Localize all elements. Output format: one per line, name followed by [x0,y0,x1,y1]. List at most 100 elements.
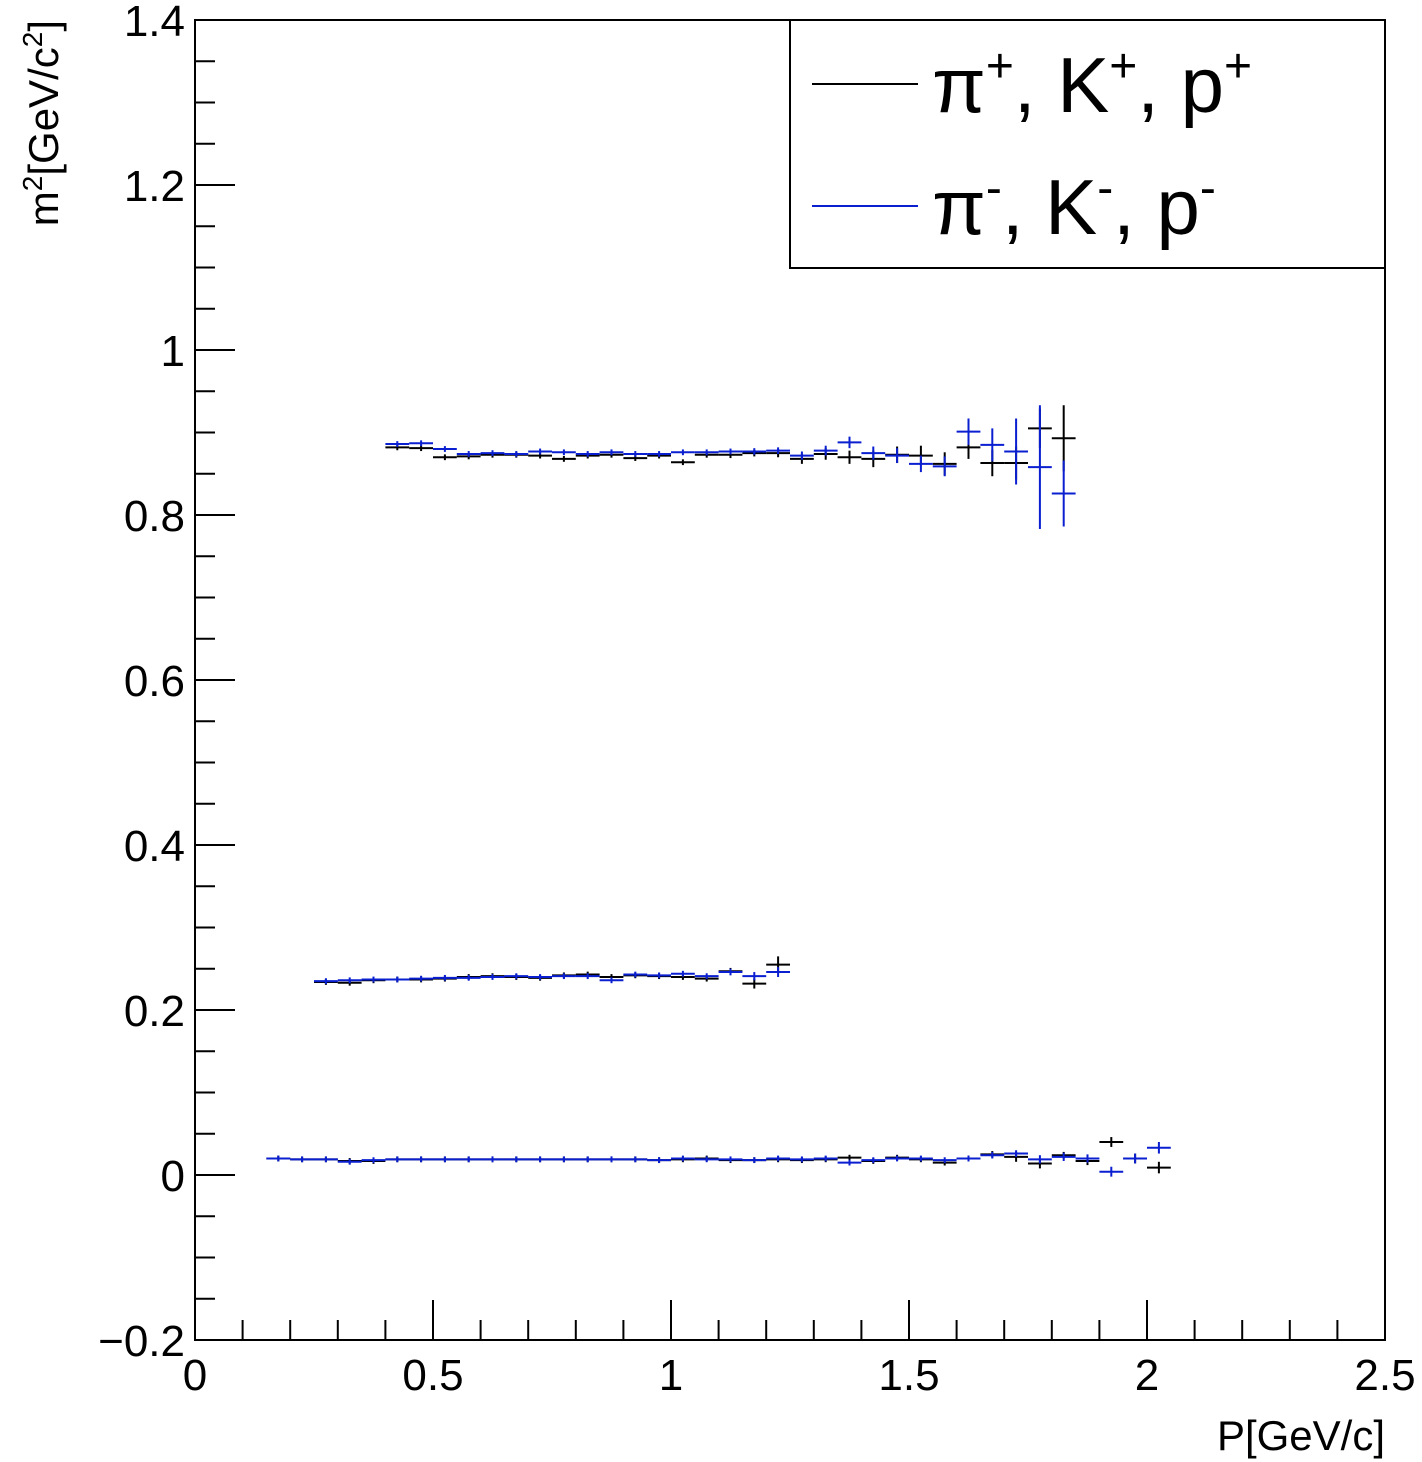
data-point [290,1156,314,1163]
data-point [742,978,767,989]
data-point [837,1159,862,1166]
data-point [552,449,576,456]
legend-box [789,19,1386,269]
y-tick-label: 0.4 [124,822,185,871]
data-point [694,973,719,980]
data-point [742,448,767,455]
x-tick-label: 0 [183,1351,207,1400]
data-point [623,1156,648,1163]
data-point [528,974,552,980]
data-point [1123,1153,1147,1164]
data-marks [266,405,1171,1177]
data-point [837,450,862,464]
data-point [956,1155,981,1162]
data-point [361,976,386,983]
data-point [813,1155,838,1162]
data-point [385,1156,410,1163]
data-point [456,974,481,981]
y-axis-title: m2[GeV/c2] [17,20,67,226]
data-point [766,447,790,454]
x-axis-title: P[GeV/c] [1217,1412,1385,1459]
data-point [671,449,695,456]
x-tick-label: 1.5 [878,1351,939,1400]
data-point [599,449,624,456]
data-point [718,968,743,976]
data-point [575,973,600,980]
data-point [456,451,481,457]
data-point [813,445,838,456]
y-tick-label: 0.6 [124,657,185,706]
data-point [552,456,576,462]
data-point [314,978,338,985]
data-point [837,436,862,449]
x-tick-label: 0.5 [402,1351,463,1400]
data-point [861,1157,886,1164]
data-point [956,418,981,445]
data-point [671,459,695,466]
data-point [266,1155,291,1162]
y-tick-label: 1 [161,327,185,376]
data-point [456,1156,481,1163]
data-point [980,1151,1005,1159]
data-point [647,972,671,979]
legend-label-negative: π-, K-, p- [932,162,1216,251]
y-tick-label: 0.8 [124,492,185,541]
legend-label-positive: π+, K+, p+ [932,40,1252,129]
data-point [671,970,695,977]
data-point [790,1156,814,1163]
y-tick-label: 1.2 [124,162,185,211]
y-tick-label: −0.2 [98,1317,185,1366]
data-point [504,451,529,457]
data-point [361,1157,386,1164]
data-point [337,977,362,984]
data-point [575,451,600,457]
y-tick-label: 0.2 [124,987,185,1036]
data-point [504,1156,529,1163]
data-point [694,1156,719,1163]
data-point [504,973,529,980]
data-point [1051,1152,1076,1161]
series-negative [266,405,1171,1177]
data-point [623,451,648,457]
data-point [528,1156,552,1163]
data-point [409,1156,433,1163]
data-point [885,1155,909,1162]
data-point [552,973,576,980]
x-tick-label: 2 [1135,1351,1159,1400]
data-point [1028,405,1052,530]
data-point [599,1156,624,1163]
data-point [385,976,410,983]
data-point [409,445,433,452]
data-point [742,1157,767,1164]
data-point [909,1155,933,1162]
data-point [409,975,433,982]
data-point [1099,1137,1124,1147]
data-point [1147,1142,1171,1154]
data-point [647,451,671,457]
x-tick-label: 2.5 [1354,1351,1415,1400]
data-point [1051,460,1076,527]
data-point [647,1157,671,1164]
data-point [314,1156,338,1163]
legend: π+, K+, p+ π-, K-, p- [789,19,1386,269]
data-point [718,448,743,455]
data-point [742,972,767,981]
y-tick-label: 0 [161,1152,185,1201]
data-point [1028,1155,1052,1164]
y-tick-label: 1.4 [124,0,185,46]
data-point [480,450,505,457]
data-point [1004,418,1028,485]
data-point [1004,1150,1028,1157]
data-point [837,1154,862,1161]
data-point [433,446,457,452]
data-point [909,455,933,473]
tick-labels: 0 0.5 1 1.5 2 2.5−0.200.20.40.60.811.21.4 [98,0,1415,1400]
data-point [599,977,624,984]
data-point [766,1155,790,1162]
data-point [1099,1166,1124,1177]
data-point [623,971,648,978]
data-point [885,448,909,464]
x-tick-label: 1 [659,1351,683,1400]
data-point [337,1158,362,1165]
data-point [1147,1161,1171,1174]
